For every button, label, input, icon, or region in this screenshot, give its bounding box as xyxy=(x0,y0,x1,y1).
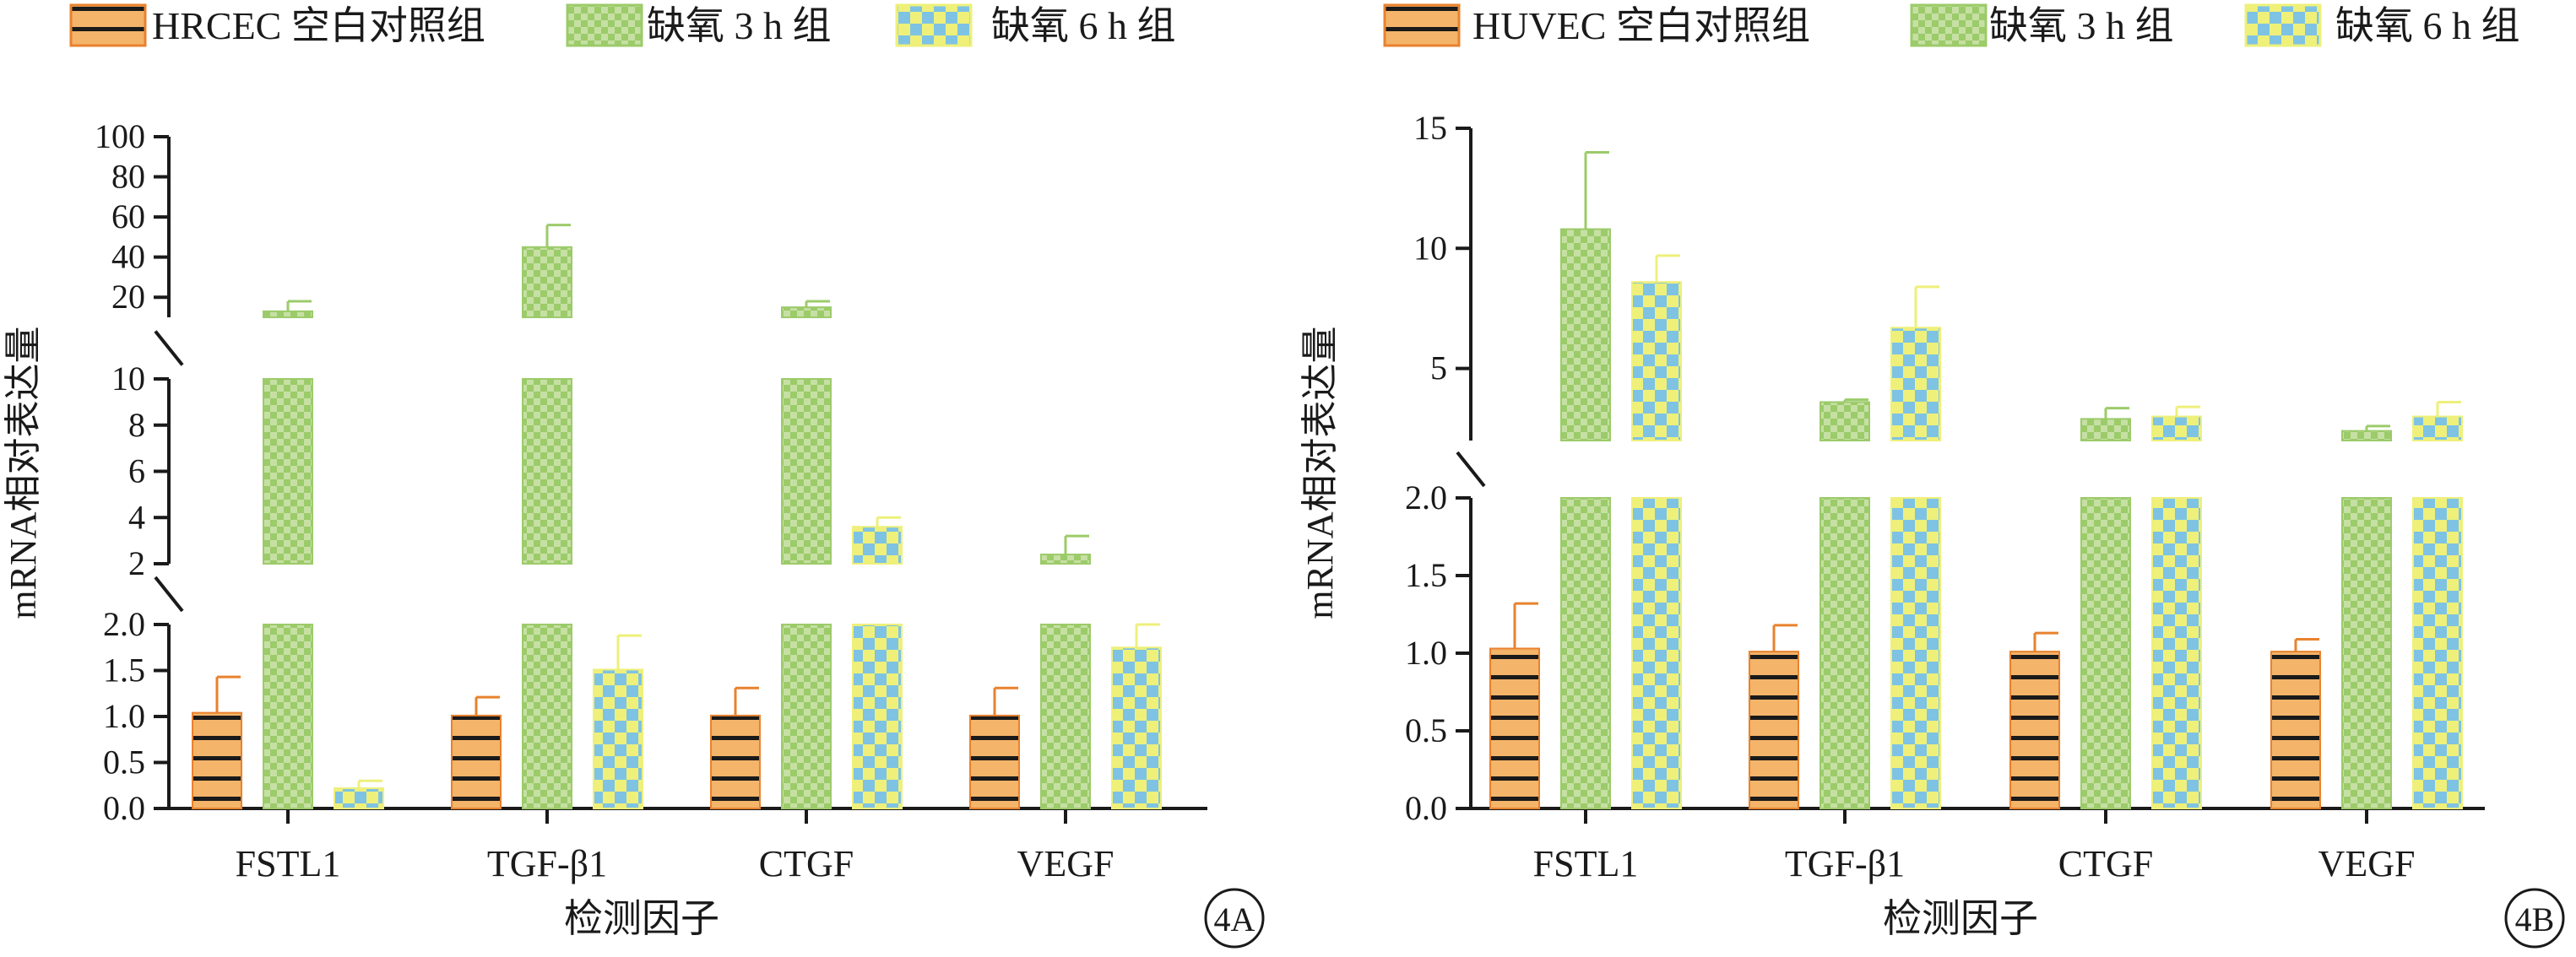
bar-4A-s1-c1-seg0 xyxy=(522,624,572,809)
bar-4A-s1-c0-seg1 xyxy=(263,378,313,565)
legend-label-0: HRCEC 空白对照组 xyxy=(152,4,485,47)
y-tick-label: 5 xyxy=(1430,349,1447,387)
bar-4A-s1-c2-seg0 xyxy=(781,624,832,809)
x-axis-title: 检测因子 xyxy=(564,897,719,940)
x-category-label: TGF-β1 xyxy=(487,843,607,884)
legend-label-2: 缺氧 6 h 组 xyxy=(2335,4,2520,47)
bar-4B-s1-c3-seg0 xyxy=(2341,497,2392,809)
axis-break-mark xyxy=(154,330,184,366)
bar-4B-s2-c3-seg1 xyxy=(2412,415,2463,441)
legend-label-1: 缺氧 3 h 组 xyxy=(647,4,832,47)
bar-4B-s1-c0-seg1 xyxy=(1560,228,1611,441)
bar-4A-s0-c0-seg0 xyxy=(192,711,242,810)
x-category-label: VEGF xyxy=(1017,843,1114,884)
bar-4A-s0-c3-seg0 xyxy=(969,714,1020,809)
bar-4B-s0-c0-seg0 xyxy=(1489,647,1540,809)
legend-label-2: 缺氧 6 h 组 xyxy=(991,4,1176,47)
bar-4B-s0-c2-seg0 xyxy=(2009,651,2060,809)
bar-4B-s2-c3-seg0 xyxy=(2412,497,2463,809)
bar-4A-s1-c2-seg1 xyxy=(781,378,832,565)
panel-label: 4B xyxy=(2515,900,2555,938)
bar-4A-s2-c0-seg0 xyxy=(334,787,384,810)
y-tick-label: 60 xyxy=(111,197,145,235)
bar-4A-s2-c3-seg0 xyxy=(1111,646,1162,809)
bar-4A-s2-c2-seg1 xyxy=(852,526,903,565)
bar-4B-s1-c0-seg0 xyxy=(1560,497,1611,809)
y-tick-label: 2.0 xyxy=(1405,478,1447,516)
y-axis-title: mRNA相对表达量 xyxy=(3,326,44,619)
legend-swatch-0 xyxy=(1383,3,1461,47)
panel-label: 4A xyxy=(1214,900,1255,938)
bar-4A-s1-c3-seg1 xyxy=(1040,554,1091,565)
panel-badge xyxy=(1204,888,1265,949)
bar-4A-s2-c1-seg0 xyxy=(593,668,643,809)
bar-4A-s0-c1-seg0 xyxy=(451,714,502,809)
legend-label-1: 缺氧 3 h 组 xyxy=(1989,4,2174,47)
bar-4B-s1-c3-seg1 xyxy=(2341,430,2392,442)
legend-swatch-0 xyxy=(69,3,147,47)
y-tick-label: 10 xyxy=(111,360,145,397)
panel-badge xyxy=(2504,888,2565,949)
legend-swatch-2 xyxy=(895,3,973,47)
bar-4A-s2-c2-seg0 xyxy=(852,624,903,809)
y-tick-label: 1.0 xyxy=(1405,634,1447,672)
x-category-label: FSTL1 xyxy=(236,843,341,884)
bar-4A-s1-c0-seg2 xyxy=(263,310,313,319)
bar-4B-s1-c2-seg1 xyxy=(2080,418,2131,441)
chart-panel-4B: HUVEC 空白对照组 缺氧 3 h 组 缺氧 6 h 组 0.0 0.5 1.0 1.5 2… xyxy=(1299,3,2565,949)
y-tick-label: 2.0 xyxy=(103,605,145,643)
legend-swatch-1 xyxy=(566,3,643,47)
y-tick-label: 8 xyxy=(128,406,145,444)
y-tick-label: 100 xyxy=(95,117,145,155)
bar-4B-s1-c1-seg1 xyxy=(1819,401,1870,442)
y-tick-label: 0.5 xyxy=(103,743,145,781)
bar-4B-s2-c2-seg1 xyxy=(2151,415,2202,441)
y-tick-label: 0.0 xyxy=(1405,789,1447,827)
y-tick-label: 10 xyxy=(1413,229,1447,267)
legend-label-0: HUVEC 空白对照组 xyxy=(1472,4,1810,47)
y-tick-label: 15 xyxy=(1413,109,1447,147)
bar-4A-s1-c2-seg2 xyxy=(781,306,832,319)
chart-panel-4A: HRCEC 空白对照组 缺氧 3 h 组 缺氧 6 h 组 0.0 0.5 1.0 1.5 2… xyxy=(3,3,1265,949)
y-tick-label: 40 xyxy=(111,238,145,276)
bar-4B-s0-c1-seg0 xyxy=(1749,651,1799,809)
y-tick-label: 80 xyxy=(111,158,145,196)
y-tick-label: 0.5 xyxy=(1405,711,1447,749)
bar-4A-s1-c1-seg2 xyxy=(522,246,572,318)
bar-4B-s1-c2-seg0 xyxy=(2080,497,2131,809)
y-tick-label: 4 xyxy=(128,498,145,536)
y-tick-label: 6 xyxy=(128,452,145,490)
x-category-label: CTGF xyxy=(759,843,854,884)
y-tick-label: 20 xyxy=(111,278,145,316)
bar-4A-s1-c3-seg0 xyxy=(1040,624,1091,809)
legend-swatch-2 xyxy=(2244,3,2322,47)
bar-4B-s1-c1-seg0 xyxy=(1819,497,1870,809)
bar-4B-s0-c3-seg0 xyxy=(2270,651,2321,809)
y-tick-label: 2 xyxy=(128,544,145,582)
legend-swatch-1 xyxy=(1910,3,1988,47)
bar-4B-s2-c0-seg1 xyxy=(1631,281,1682,441)
y-tick-label: 1.5 xyxy=(1405,556,1447,594)
bar-4A-s1-c0-seg0 xyxy=(263,624,313,809)
x-axis-title: 检测因子 xyxy=(1883,897,2038,940)
bar-4B-s2-c1-seg1 xyxy=(1890,327,1941,441)
y-axis-title: mRNA相对表达量 xyxy=(1299,326,1341,619)
bar-4B-s2-c1-seg0 xyxy=(1890,497,1941,809)
axis-break-mark xyxy=(154,576,184,613)
axis-break-mark xyxy=(1456,451,1486,488)
bar-4A-s1-c1-seg1 xyxy=(522,378,572,565)
bar-4B-s2-c0-seg0 xyxy=(1631,497,1682,809)
x-category-label: TGF-β1 xyxy=(1785,843,1905,884)
x-category-label: CTGF xyxy=(2058,843,2153,884)
y-tick-label: 1.5 xyxy=(103,652,145,689)
x-category-label: VEGF xyxy=(2318,843,2416,884)
bar-4B-s2-c2-seg0 xyxy=(2151,497,2202,809)
x-category-label: FSTL1 xyxy=(1533,843,1639,884)
y-tick-label: 1.0 xyxy=(103,697,145,735)
bar-4A-s0-c2-seg0 xyxy=(710,714,761,809)
y-tick-label: 0.0 xyxy=(103,789,145,827)
